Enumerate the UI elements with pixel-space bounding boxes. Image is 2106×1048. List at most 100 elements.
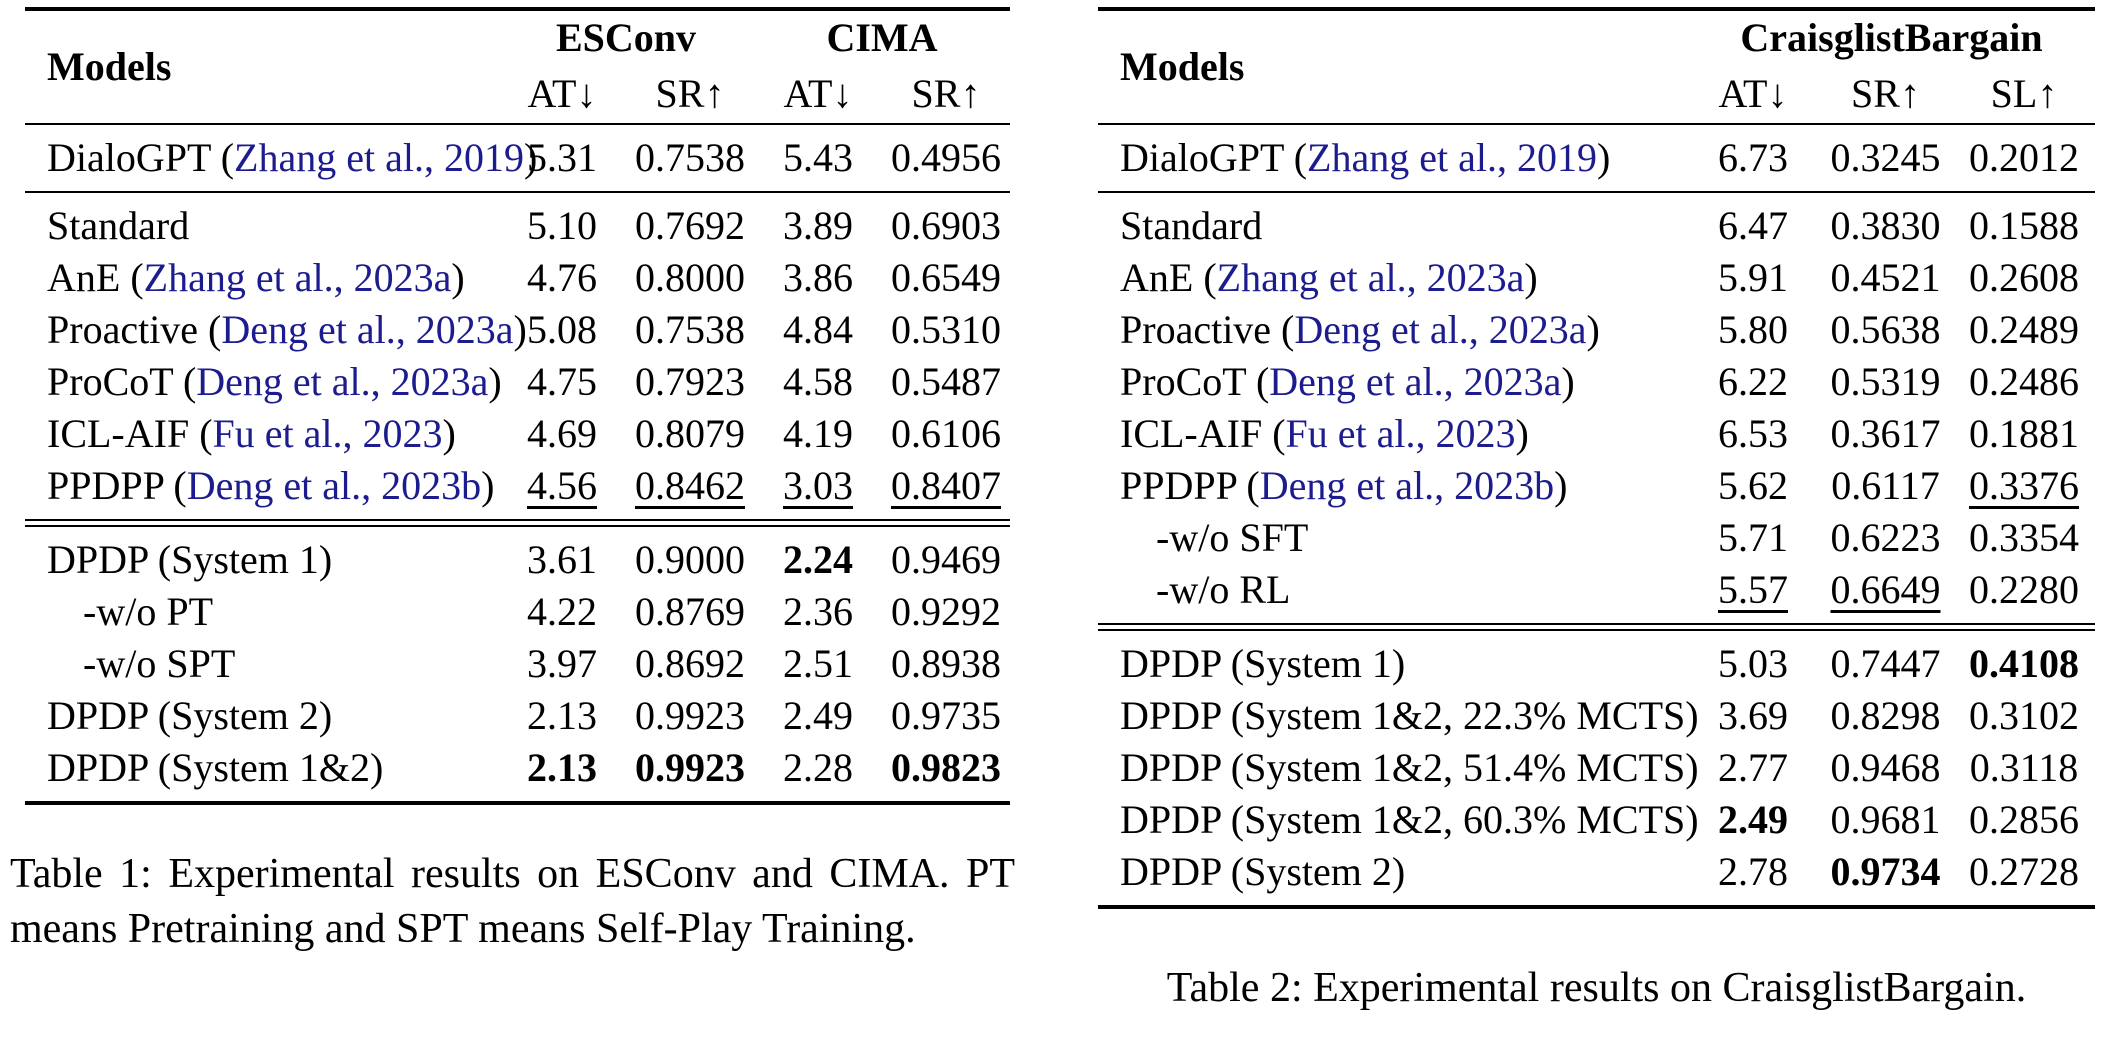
model-name-text: DPDP (System 1&2, 22.3% MCTS) [1120,693,1699,738]
table-section: DialoGPT (Zhang et al., 2019) 5.31 0.7538 5… [25,125,1010,191]
citation-link[interactable]: Deng et al., 2023b [186,463,482,508]
citation-link[interactable]: Deng et al., 2023b [1259,463,1555,508]
metric-value-text: 5.31 [527,135,597,180]
metric-value-text: 0.8079 [635,411,745,456]
metric-value-text: 6.22 [1718,359,1788,404]
column-header-metric: SR↑ [655,71,725,116]
metric-value: 0.9468 [1818,748,1953,788]
metric-value: 0.7923 [626,362,754,402]
metric-value: 5.71 [1688,518,1818,558]
model-name-text: DialoGPT ( [47,135,235,180]
citation-link[interactable]: Zhang et al., 2023a [143,255,452,300]
metric-value-text: 0.8938 [891,641,1001,686]
metric-value: 5.31 [498,138,626,178]
metric-value-text: 0.6903 [891,203,1001,248]
metric-value-text: 2.77 [1718,745,1788,790]
table-row: AnE (Zhang et al., 2023a) 4.76 0.8000 3.86 0… [25,252,1010,304]
rule-top [25,7,1010,11]
metric-value: 4.69 [498,414,626,454]
metric-value-text: 0.6223 [1830,515,1941,560]
rule-double [25,519,1010,527]
metric-value-text: 0.7538 [635,135,745,180]
metric-value-text: 0.6649 [1830,567,1941,612]
metric-value: 4.84 [754,310,882,350]
metric-value: 2.78 [1688,852,1818,892]
citation-link[interactable]: Zhang et al., 2023a [1216,255,1525,300]
model-name-cell: DPDP (System 1) [1098,644,1688,684]
metric-value: 0.4521 [1818,258,1953,298]
model-name-cell: Standard [25,206,498,246]
metric-value-text: 5.08 [527,307,597,352]
metric-value-text: 0.9469 [891,537,1001,582]
citation-link[interactable]: Fu et al., 2023 [1285,411,1516,456]
metric-value-text: 2.49 [783,693,853,738]
table-section: DPDP (System 1) 5.03 0.7447 0.4108 DPDP (Sys… [1098,631,2095,905]
model-name-text: ) [451,255,465,300]
rule-mid [1098,191,2095,193]
metric-value: 0.9681 [1818,800,1953,840]
citation-link[interactable]: Zhang et al., 2019 [234,135,524,180]
metric-value: 0.4108 [1953,644,2095,684]
metric-value: 0.8692 [626,644,754,684]
citation-link[interactable]: Deng et al., 2023a [221,307,514,352]
metric-value-text: 0.8298 [1830,693,1941,738]
metric-value-text: 4.56 [527,463,597,508]
table-row: Proactive (Deng et al., 2023a) 5.80 0.5638… [1098,304,2095,356]
model-name-text: DPDP (System 1&2) [47,745,384,790]
model-name-text: -w/o SFT [1156,515,1309,560]
metric-value-text: 4.69 [527,411,597,456]
metric-value: 5.10 [498,206,626,246]
right-column: Models CraisglistBargain AT↓ SR↑ SL↑ DialoGPT… [1098,0,2095,1016]
metric-value: 0.3354 [1953,518,2095,558]
metric-value: 0.5487 [882,362,1010,402]
metric-value: 0.7538 [626,138,754,178]
citation-link[interactable]: Deng et al., 2023a [1294,307,1587,352]
metric-value: 3.69 [1688,696,1818,736]
metric-value: 4.58 [754,362,882,402]
metric-value: 0.6903 [882,206,1010,246]
metric-value-text: 0.9468 [1830,745,1941,790]
metric-value-text: 2.78 [1718,849,1788,894]
citation-link[interactable]: Deng et al., 2023a [196,359,489,404]
metric-value: 5.08 [498,310,626,350]
column-header-metric: SR↑ [1851,71,1920,116]
metric-value-text: 0.2280 [1969,567,2079,612]
metric-value: 3.86 [754,258,882,298]
metric-value: 0.9923 [626,748,754,788]
model-name-cell: -w/o SPT [25,644,498,684]
table-1-caption: Table 1: Experimental results on ESConv … [10,847,1015,957]
metric-value: 5.57 [1688,570,1818,610]
metric-value-text: 3.89 [783,203,853,248]
metric-value: 0.2486 [1953,362,2095,402]
citation-link[interactable]: Fu et al., 2023 [212,411,443,456]
metric-value: 0.7447 [1818,644,1953,684]
metric-value-text: 0.5319 [1830,359,1941,404]
rule-double-bottom [25,525,1010,527]
metric-value-text: 0.8462 [635,463,745,508]
model-name-cell: DPDP (System 1&2) [25,748,498,788]
metric-value: 0.9292 [882,592,1010,632]
metric-value: 2.24 [754,540,882,580]
metric-value-text: 0.9823 [891,745,1001,790]
table-row: DialoGPT (Zhang et al., 2019) 5.31 0.7538 5… [25,132,1010,184]
metric-value: 4.76 [498,258,626,298]
caption-line: means Pretraining and SPT means Self-Pla… [10,906,916,952]
left-column: Models ESConv CIMA AT↓ SR↑ AT↓ SR↑ DialoGPT (Zh… [10,0,1015,957]
model-name-cell: DialoGPT (Zhang et al., 2019) [25,135,537,180]
metric-value: 4.22 [498,592,626,632]
citation-link[interactable]: Deng et al., 2023a [1269,359,1562,404]
metric-value-text: 3.97 [527,641,597,686]
model-name-text: -w/o RL [1156,567,1291,612]
table-row: DPDP (System 1&2, 51.4% MCTS) 2.77 0.9468 0… [1098,742,2095,794]
table-section: Standard 6.47 0.3830 0.1588 AnE (Zhang et al… [1098,193,2095,623]
metric-value-text: 0.3102 [1969,693,2079,738]
metric-value: 2.49 [754,696,882,736]
metric-value: 3.03 [754,466,882,506]
metric-value: 0.1588 [1953,206,2095,246]
metric-value-text: 5.91 [1718,255,1788,300]
citation-link[interactable]: Zhang et al., 2019 [1307,135,1597,180]
model-name-text: ) [442,411,456,456]
metric-value: 2.49 [1688,800,1818,840]
metric-value-text: 3.86 [783,255,853,300]
